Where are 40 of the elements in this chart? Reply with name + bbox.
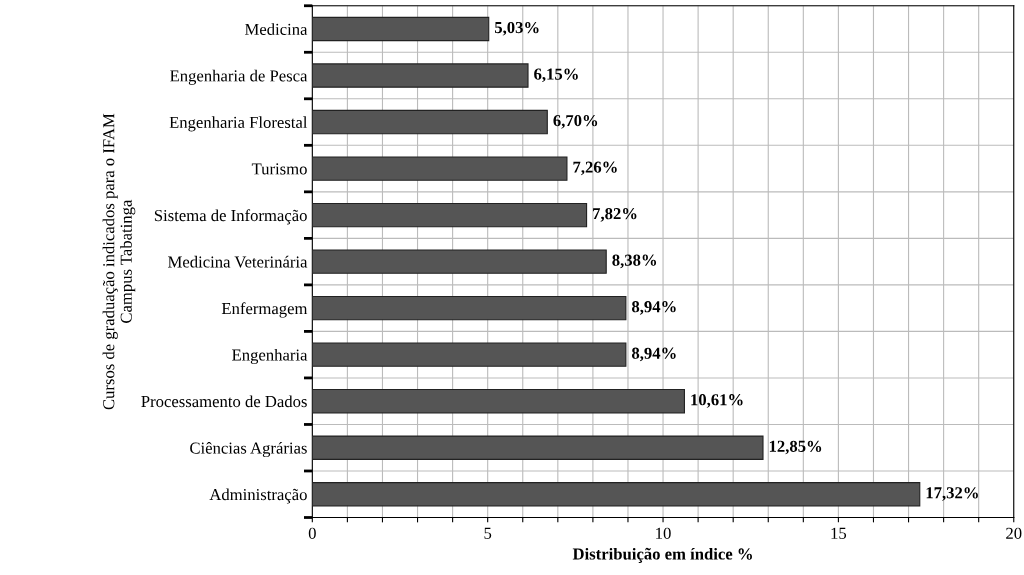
data-label: 5,03% [494, 21, 539, 36]
data-label: 8,38% [612, 254, 657, 269]
x-tick-label: 0 [308, 527, 316, 539]
bar [312, 16, 490, 42]
bar [312, 63, 529, 88]
data-label: 7,82% [593, 208, 637, 222]
bar [312, 389, 685, 414]
y-tick-label: Medicina [245, 23, 308, 35]
data-label: 12,85% [769, 440, 822, 455]
bar [312, 249, 607, 274]
y-tick-label: Engenharia Florestal [169, 116, 308, 132]
x-tick-label: 20 [1006, 527, 1022, 539]
data-label: 6,70% [553, 114, 598, 129]
y-axis-title: Cursos de graduação indicados para o IFAM Campus Tabatinga [102, 113, 136, 410]
bar [312, 109, 548, 135]
x-tick-label: 10 [656, 527, 671, 539]
data-label: 8,94% [631, 347, 676, 362]
y-tick-label: Enfermagem [221, 302, 308, 318]
y-tick-label: Turismo [251, 163, 307, 175]
y-tick-label: Processamento de Dados [141, 395, 307, 408]
x-axis-title: Distribuição em índice % [572, 547, 752, 563]
bar [312, 156, 568, 181]
data-label: 7,26% [573, 161, 617, 176]
bar [312, 435, 764, 460]
x-tick-label: 5 [484, 527, 492, 539]
data-label: 6,15% [534, 68, 578, 83]
bar [312, 202, 588, 228]
bar [312, 482, 921, 507]
y-tick-label: Medicina Veterinária [168, 255, 308, 268]
data-label: 8,94% [631, 301, 676, 315]
y-tick-label: Administração [209, 488, 307, 504]
data-label: 17,32% [926, 487, 978, 501]
data-label: 10,61% [691, 394, 743, 408]
y-tick-label: Sistema de Informação [154, 209, 307, 225]
y-tick-label: Engenharia de Pesca [170, 69, 308, 85]
bar [312, 295, 627, 321]
bar [312, 342, 627, 367]
x-tick-label: 15 [831, 527, 847, 539]
y-tick-label: Engenharia [232, 348, 308, 365]
y-tick-label: Ciências Agrárias [190, 441, 307, 458]
